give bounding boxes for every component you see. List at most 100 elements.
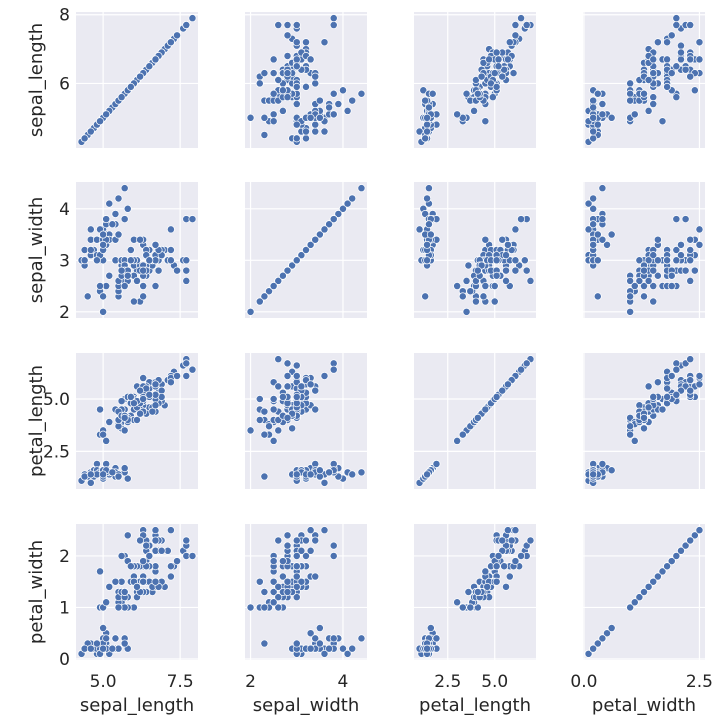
data-point	[649, 69, 658, 78]
data-point	[498, 235, 507, 244]
data-point	[166, 38, 175, 47]
data-point	[182, 276, 191, 285]
data-point	[99, 470, 108, 479]
data-point	[283, 359, 292, 368]
data-point	[306, 113, 315, 122]
data-point	[151, 401, 160, 410]
data-point	[102, 215, 111, 224]
data-point	[466, 287, 475, 296]
data-point	[325, 220, 334, 229]
data-point	[357, 89, 366, 98]
data-point	[644, 106, 653, 115]
data-point	[598, 215, 607, 224]
data-point	[99, 644, 108, 653]
data-point	[86, 225, 95, 234]
data-point	[667, 371, 676, 380]
data-point	[635, 256, 644, 265]
data-point	[667, 271, 676, 280]
data-point	[274, 536, 283, 545]
data-point	[292, 21, 301, 30]
data-point	[96, 567, 104, 576]
data-point	[483, 582, 492, 591]
data-point	[503, 380, 512, 389]
data-point	[145, 256, 154, 265]
data-point	[644, 76, 653, 84]
y-tick-label: 0	[59, 650, 70, 670]
data-point	[686, 21, 695, 30]
data-point	[114, 194, 123, 203]
data-point	[102, 436, 111, 445]
data-point	[526, 276, 535, 285]
panel-petal_length-vs-sepal_length	[76, 353, 198, 489]
data-point	[96, 405, 104, 414]
data-point	[292, 572, 301, 581]
data-point	[473, 89, 482, 98]
data-point	[139, 292, 148, 301]
y-tick-label: 3	[59, 251, 70, 271]
data-point	[681, 215, 690, 224]
data-point	[348, 194, 357, 203]
data-point	[658, 405, 667, 414]
data-point	[302, 551, 310, 560]
data-point	[511, 225, 520, 234]
data-point	[677, 55, 685, 64]
data-point	[505, 38, 514, 47]
data-point	[311, 405, 320, 414]
data-point	[607, 624, 616, 633]
data-point	[462, 89, 471, 98]
data-point	[151, 536, 160, 545]
data-point	[672, 14, 681, 23]
data-point	[96, 282, 104, 291]
data-point	[123, 204, 132, 213]
data-point	[494, 62, 503, 71]
data-point	[464, 261, 473, 270]
data-point	[292, 100, 301, 108]
data-point	[105, 418, 114, 426]
data-point	[453, 598, 462, 607]
data-point	[108, 220, 117, 229]
data-point	[357, 468, 366, 477]
data-point	[681, 65, 690, 74]
data-point	[306, 240, 315, 249]
panel-petal_width-vs-petal_length	[414, 524, 536, 660]
data-point	[320, 478, 329, 487]
data-point	[139, 395, 148, 403]
data-point	[426, 230, 435, 239]
data-point	[283, 541, 292, 550]
data-point	[329, 89, 338, 98]
data-point	[672, 551, 681, 560]
data-point	[635, 276, 644, 285]
data-point	[139, 577, 148, 586]
data-point	[306, 526, 315, 535]
data-point	[649, 266, 658, 275]
data-point	[663, 55, 672, 64]
x-tick-label: 2.5	[686, 672, 713, 692]
data-point	[260, 69, 269, 78]
data-point	[114, 230, 123, 239]
data-point	[663, 392, 672, 401]
data-point	[80, 134, 89, 143]
data-point	[325, 103, 334, 112]
data-point	[283, 371, 292, 380]
data-point	[339, 644, 347, 653]
data-point	[334, 100, 343, 108]
data-point	[269, 117, 278, 126]
data-point	[644, 403, 653, 412]
data-point	[663, 38, 672, 47]
data-point	[292, 120, 301, 129]
data-point	[630, 598, 639, 607]
data-point	[458, 113, 467, 122]
data-point	[188, 551, 197, 560]
data-point	[260, 292, 269, 301]
data-point	[292, 551, 301, 560]
x-tick-label: 7.5	[167, 672, 194, 692]
data-point	[598, 184, 607, 193]
data-point	[677, 48, 685, 57]
y-axis-label: sepal_width	[26, 197, 47, 304]
data-point	[520, 256, 529, 265]
data-point	[315, 466, 324, 475]
data-point	[663, 82, 672, 91]
data-point	[269, 282, 278, 291]
data-point	[424, 103, 433, 112]
